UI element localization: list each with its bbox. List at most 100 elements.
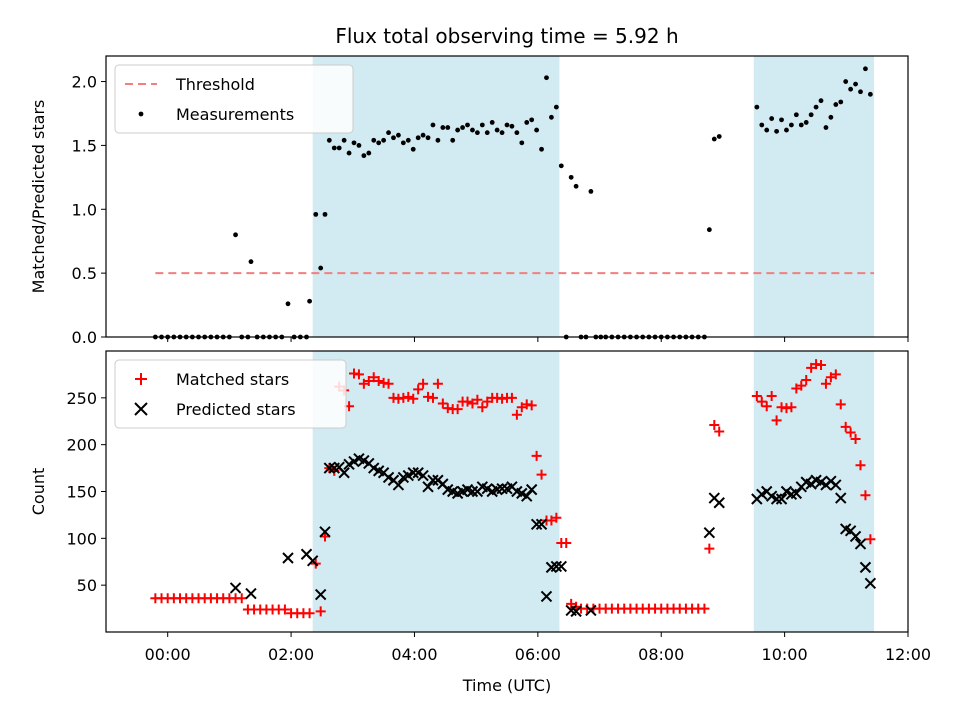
data-point	[336, 145, 342, 151]
data-point	[863, 66, 868, 72]
legend-box	[114, 359, 347, 429]
y-tick-label: 100	[66, 529, 97, 548]
data-point	[386, 130, 391, 136]
data-point	[341, 137, 347, 143]
data-point	[306, 555, 319, 567]
data-point	[422, 481, 434, 493]
y-tick-label: 50	[77, 576, 97, 595]
data-point	[568, 174, 574, 180]
data-point	[509, 123, 515, 129]
observing-window-1	[312, 56, 560, 337]
legend: Threshold Measurements	[114, 64, 354, 134]
data-point	[511, 409, 522, 420]
data-point	[496, 482, 508, 495]
x-tick-label: 10:00	[762, 645, 808, 664]
data-point	[823, 125, 829, 130]
data-point	[558, 163, 564, 169]
data-point	[803, 120, 809, 125]
legend-dot-marker	[138, 111, 144, 117]
x-tick-label: 06:00	[515, 645, 561, 664]
data-point	[714, 426, 725, 437]
data-point	[553, 104, 559, 110]
x-axis-label: Time (UTC)	[462, 676, 551, 695]
data-point	[445, 125, 451, 130]
data-point	[754, 104, 760, 110]
data-point	[326, 137, 332, 143]
data-point	[323, 462, 336, 474]
data-point	[793, 112, 799, 118]
y-axis-label: Matched/Predicted stars	[29, 100, 48, 294]
panel-1-frame	[105, 55, 909, 338]
data-point	[418, 378, 429, 389]
data-point	[413, 384, 424, 395]
data-point	[248, 259, 254, 265]
data-point	[796, 380, 807, 391]
data-point	[551, 512, 562, 523]
data-point	[494, 127, 500, 133]
legend-box	[114, 64, 354, 134]
data-point	[555, 560, 567, 573]
data-point	[420, 132, 426, 138]
data-point	[848, 86, 854, 92]
data-point	[236, 593, 247, 604]
data-point	[338, 467, 350, 479]
data-point	[828, 114, 834, 120]
data-point	[864, 577, 877, 590]
data-point	[427, 474, 439, 486]
x-tick-label: 00:00	[145, 645, 191, 664]
x-tick-label: 08:00	[638, 645, 684, 664]
data-point	[849, 530, 862, 543]
data-point	[319, 526, 331, 538]
data-point	[838, 99, 844, 105]
panel-2: 50 100 150 200 250 00:00 02:00 04:00 06:00 08:00 1…	[29, 350, 931, 664]
data-point	[356, 143, 362, 148]
data-point	[307, 298, 312, 304]
data-point	[833, 102, 839, 107]
data-point	[789, 122, 794, 128]
data-point	[279, 604, 290, 615]
data-point	[816, 360, 827, 371]
data-point	[761, 401, 772, 412]
data-point	[529, 117, 535, 123]
data-point	[535, 518, 548, 530]
data-point	[843, 79, 849, 84]
data-point	[229, 582, 242, 594]
data-point	[798, 122, 804, 128]
data-point	[859, 561, 872, 574]
data-point	[519, 140, 525, 146]
data-point	[465, 122, 470, 128]
data-point	[351, 140, 357, 146]
y-tick-label: 0.5	[72, 264, 97, 283]
data-point	[830, 369, 841, 380]
x-tick-label: 04:00	[391, 645, 437, 664]
chart-title: Flux total observing time = 5.92 h	[335, 24, 678, 48]
data-point	[499, 130, 505, 136]
data-point	[381, 137, 387, 143]
data-point	[405, 137, 411, 143]
data-point	[759, 122, 765, 128]
data-point	[373, 375, 384, 386]
data-point	[835, 399, 846, 410]
x-tick-label: 12:00	[885, 645, 931, 664]
data-point	[779, 117, 784, 123]
data-point	[383, 378, 394, 389]
data-point	[479, 122, 485, 128]
data-point	[410, 146, 416, 152]
data-point	[346, 150, 352, 156]
data-point	[521, 490, 533, 502]
data-point	[703, 527, 716, 539]
data-point	[366, 150, 372, 156]
data-point	[706, 227, 712, 233]
data-point	[462, 396, 473, 407]
data-point	[474, 130, 480, 136]
y-tick-label: 0.0	[72, 328, 97, 347]
data-point	[544, 75, 549, 81]
data-point	[400, 140, 406, 146]
y-tick-label: 150	[66, 483, 97, 502]
data-point	[477, 402, 488, 413]
data-point	[430, 122, 436, 128]
data-point	[440, 125, 446, 130]
data-point	[835, 492, 847, 504]
legend-label: Predicted stars	[176, 400, 296, 419]
